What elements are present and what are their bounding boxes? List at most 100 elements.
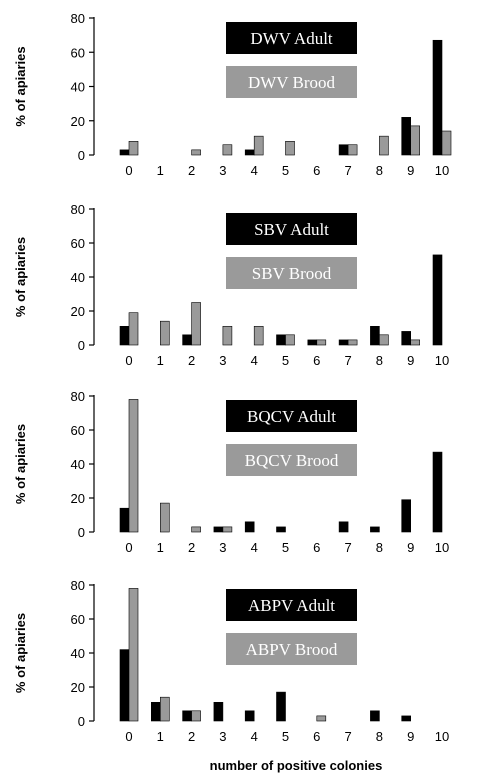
bar-brood xyxy=(379,334,389,346)
bar-brood xyxy=(191,302,201,346)
x-tick-label: 8 xyxy=(376,729,383,744)
bar-brood xyxy=(160,320,170,346)
x-tick-label: 5 xyxy=(282,163,289,178)
bar-adult xyxy=(338,339,349,346)
bar-adult xyxy=(182,334,192,346)
x-tick-label: 3 xyxy=(219,729,226,744)
y-tick-label: 20 xyxy=(71,680,85,695)
y-tick-label: 80 xyxy=(71,578,85,593)
bar-adult xyxy=(432,254,443,346)
x-tick-label: 7 xyxy=(344,163,351,178)
x-tick-label: 5 xyxy=(282,729,289,744)
x-tick-label: 6 xyxy=(313,163,320,178)
bar-adult xyxy=(119,649,130,722)
bar-brood xyxy=(253,325,264,346)
bar-adult xyxy=(432,451,443,533)
legend-label: SBV Adult xyxy=(254,220,329,239)
x-tick-label: 1 xyxy=(157,540,164,555)
y-axis-label: % of apiaries xyxy=(13,46,28,126)
y-tick-label: 20 xyxy=(71,491,85,506)
chart-panel-3: 0 20 40 60 80 % of apiaries 0 1 2 3 4 5 6 7 8 9 10 BQCV A… xyxy=(13,389,449,555)
bar-adult xyxy=(401,715,412,722)
x-tick-label: 2 xyxy=(188,729,195,744)
bar-adult xyxy=(401,117,412,156)
bar-adult xyxy=(244,710,255,722)
y-tick-label: 60 xyxy=(71,45,85,60)
x-tick-label: 2 xyxy=(188,163,195,178)
bar-brood xyxy=(441,130,452,156)
y-tick-label: 60 xyxy=(71,423,85,438)
y-axis-label: % of apiaries xyxy=(13,237,28,317)
bar-brood xyxy=(128,399,139,533)
y-tick-label: 40 xyxy=(71,270,85,285)
x-tick-label: 3 xyxy=(219,163,226,178)
chart-panel-2: 0 20 40 60 80 % of apiaries 0 1 2 3 4 5 6 7 8 9 10 SBV Ad… xyxy=(13,202,449,368)
legend-label: DWV Brood xyxy=(248,73,336,92)
x-tick-label: 9 xyxy=(407,353,414,368)
x-tick-label: 7 xyxy=(344,353,351,368)
bar-brood xyxy=(285,334,295,346)
x-tick-label: 9 xyxy=(407,163,414,178)
bar-brood xyxy=(222,526,233,533)
legend-swatch xyxy=(226,633,357,665)
bar-brood xyxy=(128,588,139,722)
x-tick-label: 1 xyxy=(157,729,164,744)
y-tick-label: 80 xyxy=(71,202,85,217)
legend-swatch xyxy=(226,66,357,98)
y-tick-label: 20 xyxy=(71,114,85,129)
x-tick-label: 10 xyxy=(435,163,449,178)
y-axis-label: % of apiaries xyxy=(13,424,28,504)
x-tick-label: 4 xyxy=(251,353,258,368)
bar-adult xyxy=(276,691,286,722)
bar-adult xyxy=(370,325,380,346)
bar-adult xyxy=(244,521,255,533)
x-tick-label: 10 xyxy=(435,540,449,555)
x-tick-label: 4 xyxy=(251,729,258,744)
bar-brood xyxy=(316,715,327,722)
bar-brood xyxy=(160,502,170,533)
x-tick-label: 2 xyxy=(188,353,195,368)
x-tick-label: 6 xyxy=(313,540,320,555)
bar-brood xyxy=(285,141,295,156)
legend-label: ABPV Brood xyxy=(246,640,338,659)
y-tick-label: 0 xyxy=(78,338,85,353)
bar-adult xyxy=(119,507,130,533)
x-tick-label: 0 xyxy=(125,353,132,368)
x-tick-label: 4 xyxy=(251,540,258,555)
bar-brood xyxy=(410,339,421,346)
bar-brood xyxy=(316,339,327,346)
bar-adult xyxy=(276,334,286,346)
bar-adult xyxy=(276,526,286,533)
legend-swatch xyxy=(226,22,357,54)
bar-brood xyxy=(222,144,233,156)
bar-adult xyxy=(151,701,161,722)
bar-adult xyxy=(244,149,255,156)
x-tick-label: 3 xyxy=(219,540,226,555)
bar-adult xyxy=(401,499,412,533)
legend-label: BQCV Brood xyxy=(245,451,339,470)
y-axis-label: % of apiaries xyxy=(13,613,28,693)
bar-adult xyxy=(213,526,224,533)
x-tick-label: 5 xyxy=(282,540,289,555)
bar-adult xyxy=(401,331,412,346)
y-tick-label: 20 xyxy=(71,304,85,319)
bar-brood xyxy=(191,149,201,156)
bar-adult xyxy=(432,39,443,156)
y-tick-label: 0 xyxy=(78,148,85,163)
y-tick-label: 60 xyxy=(71,612,85,627)
x-tick-label: 7 xyxy=(344,540,351,555)
x-tick-label: 8 xyxy=(376,540,383,555)
bar-adult xyxy=(370,710,380,722)
x-tick-label: 2 xyxy=(188,540,195,555)
x-tick-label: 10 xyxy=(435,353,449,368)
bar-brood xyxy=(222,325,233,346)
bar-adult xyxy=(307,339,318,346)
legend-swatch xyxy=(226,589,357,621)
legend-label: BQCV Adult xyxy=(247,407,336,426)
x-tick-label: 0 xyxy=(125,163,132,178)
x-tick-label: 4 xyxy=(251,163,258,178)
y-tick-label: 40 xyxy=(71,646,85,661)
bar-brood xyxy=(379,135,389,156)
legend-label: ABPV Adult xyxy=(248,596,335,615)
